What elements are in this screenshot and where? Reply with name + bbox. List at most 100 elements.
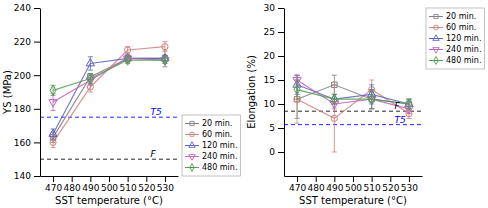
series	[293, 75, 413, 113]
y-tick: 30	[264, 3, 284, 13]
x-tick-label: 500	[101, 183, 118, 193]
x-tick: 510	[120, 176, 137, 193]
legend-label: 240 min.	[202, 152, 237, 161]
series-line	[297, 80, 409, 109]
x-tick: 490	[326, 176, 343, 193]
legend-symbol	[433, 48, 439, 54]
x-tick-mark	[53, 176, 54, 182]
y-tick: 240	[14, 3, 40, 13]
x-axis-title: SST temperature (°C)	[299, 195, 407, 206]
y-tick-label: 30	[264, 3, 276, 13]
y-tick-mark	[278, 152, 284, 153]
y-tick: 220	[14, 37, 40, 47]
x-tick: 520	[138, 176, 155, 193]
y-tick-mark	[34, 109, 40, 110]
legend-symbol	[433, 35, 439, 41]
legend-item: 60 min.	[185, 130, 232, 139]
legend-label: 480 min.	[446, 56, 481, 65]
y-axis-title: YS (MPa)	[2, 70, 13, 115]
legend-line	[185, 167, 199, 168]
legend-symbol	[434, 25, 439, 30]
legend-label: 120 min.	[446, 34, 481, 43]
y-tick: 180	[14, 104, 40, 114]
x-tick-label: 490	[82, 183, 99, 193]
y-tick-label: 220	[14, 37, 31, 47]
y-tick: 25	[264, 27, 284, 37]
x-tick-mark	[128, 176, 129, 182]
legend-label: 240 min.	[446, 45, 481, 54]
reference-label: F	[394, 101, 400, 111]
y-tick-label: 5	[269, 123, 275, 133]
legend-line	[185, 145, 199, 146]
y-tick-label: 25	[264, 27, 275, 37]
x-tick-mark	[165, 176, 166, 182]
y-tick-label: 180	[14, 104, 31, 114]
legend-label: 20 min.	[446, 12, 476, 21]
marker	[162, 44, 168, 50]
marker	[50, 139, 56, 145]
y-tick: 0	[269, 147, 284, 157]
panel: 470480490500510520 5 300 5 10 15 20 25 30 SST tem…	[246, 3, 484, 206]
legend-line	[429, 16, 443, 17]
legend-line	[185, 123, 199, 124]
x-tick-label: 520	[138, 183, 155, 193]
y-tick-mark	[34, 142, 40, 143]
x-tick-label: 500	[345, 183, 362, 193]
x-tick-label: 480	[64, 183, 81, 193]
series	[294, 75, 411, 118]
legend-item: 120 min.	[185, 141, 237, 150]
marker	[86, 59, 94, 66]
legend-line	[429, 38, 443, 39]
legend-item: 120 min.	[429, 34, 481, 43]
legend-symbol	[189, 155, 195, 161]
y-axis: 0 5 10 15 20 25 30	[264, 3, 285, 176]
y-tick-label: 0	[269, 147, 275, 157]
legend-symbol	[190, 132, 195, 137]
x-axis: 470480490500510520530	[41, 176, 179, 193]
y-axis-title: Elongation (%)	[246, 55, 257, 129]
x-tick: 490	[82, 176, 99, 193]
legend-symbol	[189, 142, 195, 148]
x-tick-mark	[409, 176, 410, 182]
y-tick: 160	[14, 138, 40, 148]
x-tick-mark	[372, 176, 373, 182]
series-line	[53, 47, 165, 143]
series	[50, 42, 168, 148]
marker	[331, 94, 337, 104]
series	[49, 55, 169, 110]
reference-label: T5	[150, 107, 161, 117]
y-tick-label: 240	[14, 3, 31, 13]
y-tick-label: 160	[14, 138, 31, 148]
y-tick-mark	[34, 42, 40, 43]
x-tick: 510	[364, 176, 381, 193]
y-tick-label: 15	[264, 75, 275, 85]
y-tick-label: 20	[264, 51, 276, 61]
legend-symbol	[434, 14, 438, 18]
y-axis-line	[40, 9, 41, 177]
x-tick: 480	[308, 176, 325, 193]
y-tick-mark	[278, 80, 284, 81]
x-tick-label: 490	[326, 183, 343, 193]
x-tick: 520	[382, 176, 399, 193]
legend-label: 20 min.	[202, 119, 232, 128]
legend-item: 60 min.	[429, 23, 476, 32]
x-tick-mark	[390, 176, 391, 182]
panel: 470480490500510520530140160180200220240S…	[2, 3, 240, 206]
legend-line	[429, 60, 443, 61]
x-tick-mark	[109, 176, 110, 182]
marker	[369, 94, 375, 104]
y-tick-mark	[278, 8, 284, 9]
x-tick-label: 470	[289, 183, 306, 193]
x-axis-title: SST temperature (°C)	[55, 195, 163, 206]
y-tick-mark	[278, 104, 284, 105]
y-tick-mark	[34, 75, 40, 76]
chart-svg: 470480490500510520530140160180200220240S…	[0, 0, 488, 208]
x-tick-label: 480	[308, 183, 325, 193]
x-tick-mark	[146, 176, 147, 182]
y-tick-mark	[278, 32, 284, 33]
y-tick-mark	[278, 128, 284, 129]
series-line	[53, 60, 165, 90]
series	[294, 75, 412, 152]
y-tick: 10	[264, 99, 284, 109]
series-line	[53, 58, 165, 102]
